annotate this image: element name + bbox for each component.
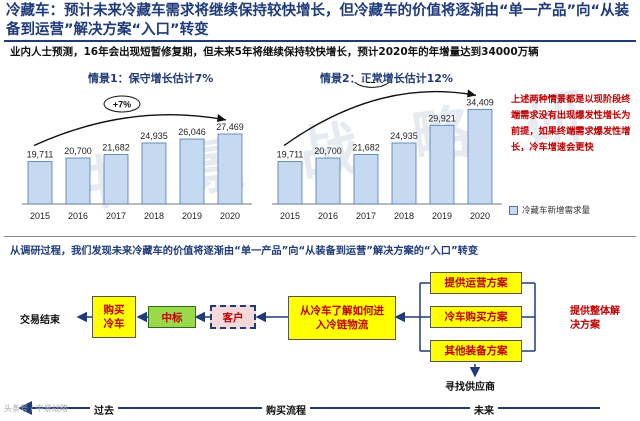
subtitle: 业内人士预测，16年会出现短暂修复期，但未来5年将继续保持较快增长，预计2020… <box>10 46 539 58</box>
chart-legend: 冷藏车新增需求量 <box>509 204 590 216</box>
data-label: 21,682 <box>102 143 130 153</box>
tick-label: 2015 <box>280 211 300 221</box>
tick-label: 2017 <box>356 211 376 221</box>
bar <box>353 154 379 205</box>
tick-label: 2019 <box>182 211 202 221</box>
growth-badge <box>354 82 390 88</box>
tick-label: 2020 <box>220 211 240 221</box>
timeline-past: 过去 <box>90 402 118 417</box>
section-divider <box>4 236 636 237</box>
client-box: 客户 <box>210 305 256 329</box>
tick-label: 2020 <box>470 211 490 221</box>
chart-scenario-1: 19,711 2015 20,700 2016 21,682 2017 24,935 2018… <box>22 95 252 221</box>
ops-plan-box: 提供运营方案 <box>430 272 522 294</box>
section-heading: 从调研过程，我们发现未来冷藏车的价值将逐渐由“单一产品”向“从装备到运营”解决方… <box>10 246 479 257</box>
growth-label: +12% <box>360 82 383 85</box>
bar <box>65 157 91 205</box>
data-label: 24,935 <box>140 131 168 141</box>
bar <box>277 161 303 205</box>
growth-arrowhead <box>217 113 226 122</box>
data-label: 27,469 <box>216 122 244 132</box>
page-title: 冷藏车：预计未来冷藏车需求将继续保持较快增长，但冷藏车的价值将逐渐由“单一产品”… <box>6 3 630 38</box>
tick-label: 2019 <box>432 211 452 221</box>
scenario-note: 上述两种情景都是以现阶段终端需求没有出现爆发性增长为前提，如果终端需求爆发性增长… <box>511 94 631 153</box>
growth-arrow <box>33 114 227 147</box>
panel1-title: 情景1：保守增长估计7% <box>88 72 214 85</box>
panel2-title: 情景2：正常增长估计12% <box>320 72 453 85</box>
legend-label: 冷藏车新增需求量 <box>522 206 591 216</box>
entry-box: 从冷车了解如何进入冷链物流 <box>288 296 396 340</box>
bar <box>179 138 205 205</box>
growth-label: +7% <box>113 99 131 109</box>
bar <box>391 142 417 205</box>
find-supplier-label: 寻找供应商 <box>445 382 495 393</box>
bar <box>467 108 493 205</box>
bar <box>103 154 129 205</box>
data-label: 26,046 <box>178 127 206 137</box>
data-label: 21,682 <box>352 143 380 153</box>
corner-logo: 头条号 / 中景战略 <box>4 404 68 413</box>
tick-label: 2016 <box>318 211 338 221</box>
data-label: 20,700 <box>64 146 92 156</box>
bar <box>217 133 243 205</box>
data-label: 29,921 <box>428 113 456 123</box>
bid-won-box: 中标 <box>148 306 196 328</box>
bar <box>27 161 53 205</box>
timeline-process: 购买流程 <box>262 402 310 417</box>
title-divider <box>4 40 636 42</box>
tick-label: 2017 <box>106 211 126 221</box>
growth-charts: 19,711 2015 20,700 2016 21,682 2017 24,935 2018… <box>22 82 502 221</box>
data-label: 24,935 <box>390 131 418 141</box>
growth-badge <box>103 95 141 113</box>
growth-arrow <box>283 90 477 147</box>
legend-swatch <box>509 205 518 215</box>
bar <box>141 142 167 205</box>
buy-truck-box: 购买冷车 <box>92 296 136 338</box>
flow-connectors <box>18 282 600 415</box>
tick-label: 2018 <box>144 211 164 221</box>
trade-end-label: 交易结束 <box>20 315 60 326</box>
total-solution-label: 提供整体解决方案 <box>570 306 620 331</box>
growth-arrowhead <box>467 89 476 98</box>
tick-label: 2015 <box>30 211 50 221</box>
equipment-plan-box: 其他装备方案 <box>430 340 522 362</box>
tick-label: 2018 <box>394 211 414 221</box>
buy-truck-label: 购买冷车 <box>103 304 125 330</box>
purchase-plan-box: 冷车购买方案 <box>430 306 522 328</box>
data-label: 19,711 <box>27 150 54 160</box>
data-label: 19,711 <box>277 150 304 160</box>
bar <box>315 157 341 205</box>
chart-scenario-2: 19,711 2015 20,700 2016 21,682 2017 24,935 2018… <box>272 82 502 221</box>
data-label: 20,700 <box>314 146 342 156</box>
tick-label: 2016 <box>68 211 88 221</box>
data-label: 34,409 <box>466 97 494 107</box>
bar <box>429 124 455 205</box>
timeline-future: 未来 <box>470 402 498 417</box>
